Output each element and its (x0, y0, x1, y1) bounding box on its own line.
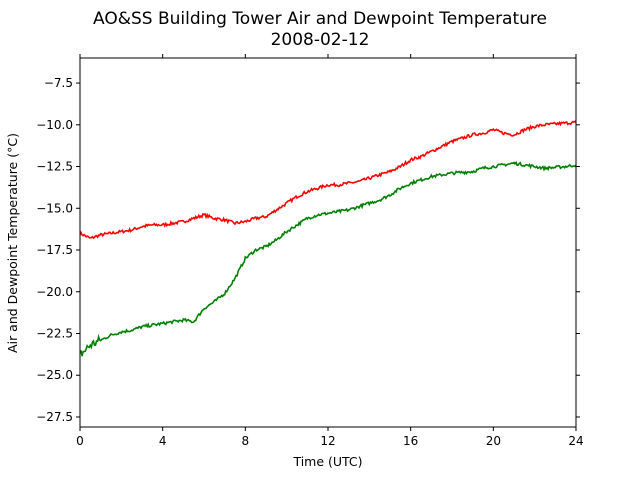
y-tick-label: −20.0 (36, 285, 73, 299)
x-tick-label: 12 (320, 434, 335, 448)
x-tick-label: 4 (159, 434, 167, 448)
x-tick-label: 24 (568, 434, 583, 448)
x-tick-label: 16 (403, 434, 418, 448)
x-tick-label: 0 (76, 434, 84, 448)
plot-frame (79, 57, 577, 428)
y-tick-label: −12.5 (36, 160, 73, 174)
y-tick-label: −15.0 (36, 201, 73, 215)
y-axis-label: Air and Dewpoint Temperature (°C) (5, 133, 20, 353)
series-line-air (79, 120, 577, 240)
x-tick-label: 20 (486, 434, 501, 448)
y-tick-label: −7.5 (44, 76, 73, 90)
series-layer (79, 120, 577, 357)
y-tick-label: −17.5 (36, 243, 73, 257)
y-tick-label: −27.5 (36, 410, 73, 424)
series-line-dewpoint (79, 160, 577, 357)
y-tick-label: −22.5 (36, 326, 73, 340)
x-axis-label: Time (UTC) (292, 454, 362, 469)
y-tick-label: −25.0 (36, 368, 73, 382)
chart-subtitle: 2008-02-12 (271, 30, 370, 50)
ticks-layer: 0 4 8 12 16 20 24 −27.5 −25.0 −22.5 −20.0 −17.5 −15.… (36, 54, 584, 448)
y-tick-label: −10.0 (36, 118, 73, 132)
x-tick-label: 8 (242, 434, 250, 448)
chart-title: AO&SS Building Tower Air and Dewpoint Te… (93, 9, 547, 29)
